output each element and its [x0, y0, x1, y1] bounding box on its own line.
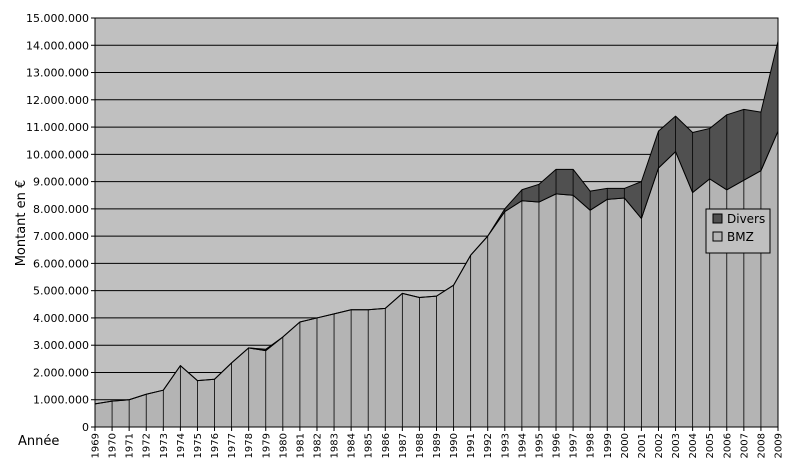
x-tick-label: 1985 [364, 433, 375, 458]
x-axis-label: Année [18, 434, 59, 449]
x-tick-label: 1997 [569, 433, 580, 458]
y-tick-label: 6.000.000 [33, 257, 89, 270]
x-tick-label: 1970 [108, 433, 119, 458]
x-tick-label: 1969 [91, 433, 102, 458]
x-tick-label: 1976 [210, 433, 221, 458]
area-divers [94, 40, 779, 405]
x-tick-label: 2007 [739, 433, 750, 458]
x-tick-label: 1977 [227, 433, 238, 458]
year-dividers [111, 109, 762, 427]
legend-label-bmz: BMZ [727, 230, 754, 244]
x-axis-ticks: 1969 1970 1971 1972 1973 1974 1975 1976 1977 1978… [91, 427, 785, 458]
y-tick-label: 10.000.000 [26, 148, 89, 161]
x-tick-label: 1998 [586, 433, 597, 458]
x-tick-label: 1979 [261, 433, 272, 458]
x-tick-label: 1982 [312, 433, 323, 458]
y-tick-label: 4.000.000 [33, 312, 89, 325]
x-tick-label: 1994 [517, 433, 528, 458]
y-axis-label: Montant en € [14, 180, 29, 267]
x-tick-label: 1974 [176, 433, 187, 458]
x-tick-label: 1983 [330, 433, 341, 458]
y-tick-label: 0 [82, 421, 89, 434]
x-tick-label: 2008 [756, 433, 767, 458]
x-tick-label: 1986 [381, 433, 392, 458]
y-tick-label: 14.000.000 [26, 39, 89, 52]
y-tick-label: 5.000.000 [33, 285, 89, 298]
y-tick-label: 11.000.000 [26, 121, 89, 134]
legend-swatch-divers [712, 213, 723, 224]
x-tick-label: 1971 [125, 433, 136, 458]
x-tick-label: 1989 [432, 433, 443, 458]
y-tick-label: 12.000.000 [26, 94, 89, 107]
x-tick-label: 1981 [295, 433, 306, 458]
y-tick-label: 1.000.000 [33, 394, 89, 407]
y-tick-label: 15.000.000 [26, 12, 89, 25]
y-tick-label: 13.000.000 [26, 67, 89, 80]
x-tick-label: 1990 [449, 433, 460, 458]
y-tick-label: 7.000.000 [33, 230, 89, 243]
x-tick-label: 2004 [688, 433, 699, 458]
x-tick-label: 2003 [671, 433, 682, 458]
y-tick-label: 8.000.000 [33, 203, 89, 216]
x-tick-label: 1978 [244, 433, 255, 458]
x-tick-label: 1987 [398, 433, 409, 458]
x-tick-label: 1996 [552, 433, 563, 458]
x-tick-label: 1993 [500, 433, 511, 458]
x-tick-label: 1995 [534, 433, 545, 458]
y-axis-ticks: 0 1.000.000 2.000.000 3.000.000 4.000.000 5.0… [26, 12, 95, 434]
legend-label-divers: Divers [727, 212, 765, 226]
x-tick-label: 1973 [159, 433, 170, 458]
x-tick-label: 2006 [722, 433, 733, 458]
legend: Divers BMZ [705, 208, 771, 254]
x-tick-label: 2005 [705, 433, 716, 458]
y-tick-label: 3.000.000 [33, 339, 89, 352]
x-tick-label: 1992 [483, 433, 494, 458]
x-tick-label: 1999 [603, 433, 614, 458]
x-tick-label: 1988 [415, 433, 426, 458]
legend-swatch-bmz [712, 231, 723, 242]
x-tick-label: 2001 [637, 433, 648, 458]
x-tick-label: 1972 [142, 433, 153, 458]
x-tick-label: 1980 [278, 433, 289, 458]
x-tick-label: 2000 [620, 433, 631, 458]
x-tick-label: 1991 [466, 433, 477, 458]
x-tick-label: 2009 [774, 433, 785, 458]
x-tick-label: 1984 [347, 433, 358, 458]
x-tick-label: 2002 [654, 433, 665, 458]
x-tick-label: 1975 [193, 433, 204, 458]
y-tick-label: 2.000.000 [33, 366, 89, 379]
y-tick-label: 9.000.000 [33, 176, 89, 189]
